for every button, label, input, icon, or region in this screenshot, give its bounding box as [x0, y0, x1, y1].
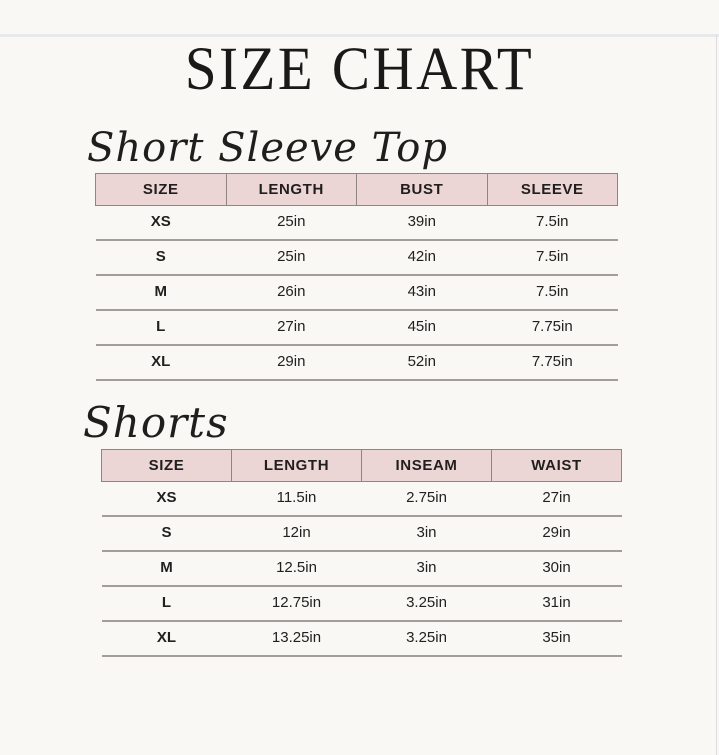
value-cell: 29in	[491, 516, 622, 553]
value-cell: 31in	[491, 586, 622, 623]
value-cell: 7.5in	[487, 240, 618, 276]
size-cell: XL	[95, 345, 226, 381]
value-cell: 12.75in	[231, 586, 362, 623]
value-cell: 25in	[226, 205, 357, 241]
table-body: XS 11.5in 2.75in 27in S 12in 3in 29in M 12.5in 3in…	[101, 481, 622, 658]
column-header: LENGTH	[225, 173, 357, 206]
value-cell: 12in	[231, 516, 362, 553]
value-cell: 7.5in	[487, 275, 618, 311]
short-sleeve-top-table: SIZE LENGTH BUST SLEEVE XS 25in 39in 7.5in S 25in…	[95, 173, 618, 381]
size-cell: M	[101, 551, 232, 588]
column-header: SIZE	[101, 449, 232, 483]
table-row: XS 11.5in 2.75in 27in	[101, 481, 622, 518]
value-cell: 11.5in	[231, 481, 362, 518]
value-cell: 3.25in	[361, 621, 492, 658]
value-cell: 43in	[356, 275, 487, 311]
value-cell: 39in	[356, 205, 487, 241]
value-cell: 45in	[356, 310, 487, 346]
shorts-section: Shorts SIZE LENGTH INSEAM WAIST XS 11.5in 2.75…	[83, 398, 622, 658]
value-cell: 26in	[226, 275, 357, 311]
value-cell: 12.5in	[231, 551, 362, 588]
header-row: SIZE LENGTH BUST SLEEVE	[95, 173, 618, 206]
value-cell: 3in	[361, 516, 492, 553]
size-cell: S	[95, 240, 226, 276]
value-cell: 27in	[491, 481, 622, 518]
value-cell: 7.5in	[487, 205, 618, 241]
value-cell: 13.25in	[231, 621, 362, 658]
short-sleeve-top-heading: Short Sleeve Top	[87, 125, 448, 171]
size-cell: XS	[95, 205, 226, 241]
shorts-heading: Shorts	[83, 398, 229, 447]
table-header: SIZE LENGTH BUST SLEEVE	[95, 173, 618, 206]
table-header: SIZE LENGTH INSEAM WAIST	[101, 449, 622, 483]
table-row: S 12in 3in 29in	[101, 516, 622, 553]
table-body: XS 25in 39in 7.5in S 25in 42in 7.5in M 26in 43in 7.…	[95, 205, 618, 381]
size-cell: L	[95, 310, 226, 346]
column-header: BUST	[356, 173, 488, 206]
table-row: M 12.5in 3in 30in	[101, 551, 622, 588]
column-header: SLEEVE	[486, 173, 618, 206]
value-cell: 3in	[361, 551, 492, 588]
value-cell: 29in	[226, 345, 357, 381]
size-cell: XS	[101, 481, 232, 518]
size-cell: S	[101, 516, 232, 553]
value-cell: 2.75in	[361, 481, 492, 518]
page-title: SIZE CHART	[184, 35, 535, 104]
shorts-table: SIZE LENGTH INSEAM WAIST XS 11.5in 2.75in 27in S…	[101, 449, 622, 658]
value-cell: 42in	[356, 240, 487, 276]
size-cell: L	[101, 586, 232, 623]
table-row: XL 13.25in 3.25in 35in	[101, 621, 622, 658]
value-cell: 52in	[356, 345, 487, 381]
table-row: XS 25in 39in 7.5in	[95, 205, 618, 241]
header-row: SIZE LENGTH INSEAM WAIST	[101, 449, 622, 483]
value-cell: 27in	[226, 310, 357, 346]
table-row: S 25in 42in 7.5in	[95, 240, 618, 276]
column-header: WAIST	[491, 449, 622, 483]
value-cell: 7.75in	[487, 345, 618, 381]
value-cell: 25in	[226, 240, 357, 276]
value-cell: 7.75in	[487, 310, 618, 346]
column-header: SIZE	[95, 173, 227, 206]
table-row: L 27in 45in 7.75in	[95, 310, 618, 346]
value-cell: 35in	[491, 621, 622, 658]
size-cell: XL	[101, 621, 232, 658]
column-header: LENGTH	[231, 449, 362, 483]
table-row: M 26in 43in 7.5in	[95, 275, 618, 311]
column-header: INSEAM	[361, 449, 492, 483]
size-cell: M	[95, 275, 226, 311]
table-row: L 12.75in 3.25in 31in	[101, 586, 622, 623]
short-sleeve-top-section: Short Sleeve Top SIZE LENGTH BUST SLEEVE XS 2…	[87, 125, 618, 381]
value-cell: 30in	[491, 551, 622, 588]
window-right-edge	[716, 34, 717, 755]
window-top-edge	[0, 34, 719, 37]
value-cell: 3.25in	[361, 586, 492, 623]
table-row: XL 29in 52in 7.75in	[95, 345, 618, 381]
